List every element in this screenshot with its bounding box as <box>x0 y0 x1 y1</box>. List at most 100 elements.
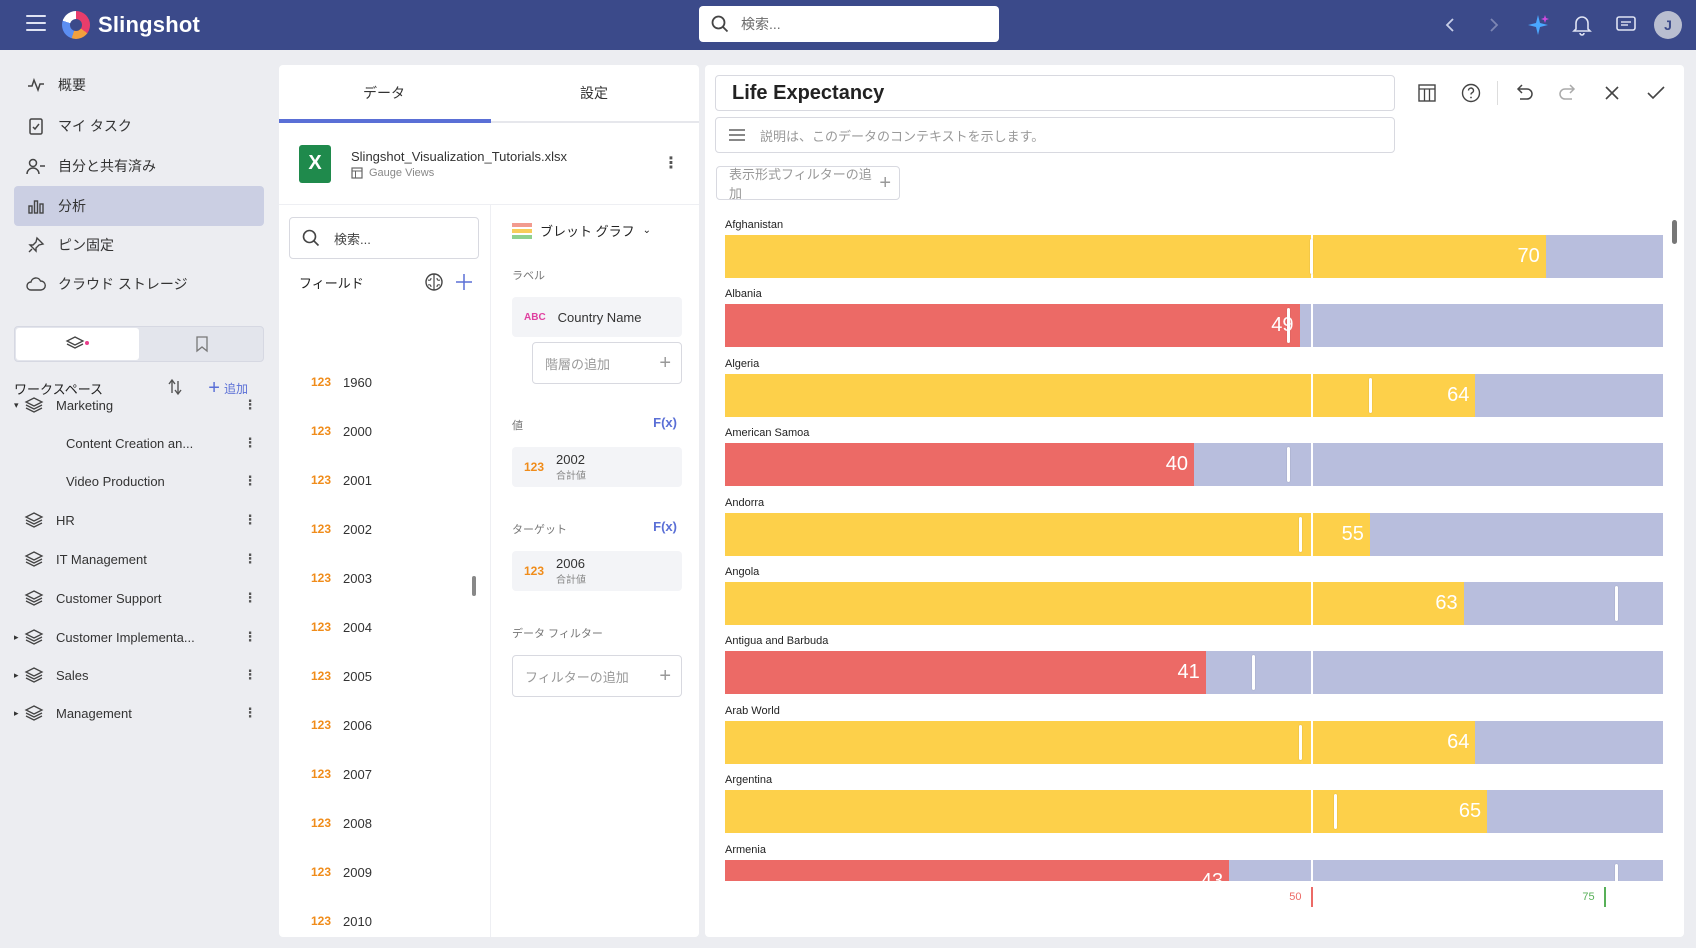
target-marker[interactable] <box>1286 447 1290 483</box>
notifications-bell-icon[interactable] <box>1560 0 1604 50</box>
more-options-icon[interactable]: ⋮ <box>243 397 257 412</box>
target-marker[interactable] <box>1298 724 1302 760</box>
nav-item-my-tasks[interactable]: マイ タスク <box>14 106 264 146</box>
hamburger-menu-icon[interactable] <box>26 15 46 33</box>
field-item[interactable]: 123 2006 <box>311 713 372 737</box>
datasource-row[interactable]: X Slingshot_Visualization_Tutorials.xlsx… <box>279 123 699 205</box>
field-item[interactable]: 123 2005 <box>311 664 372 688</box>
more-options-icon[interactable]: ⋮ <box>243 705 257 720</box>
chart-scrollbar[interactable] <box>1672 220 1677 244</box>
more-options-icon[interactable]: ⋮ <box>243 551 257 566</box>
description-input[interactable]: 説明は、このデータのコンテキストを示します。 <box>715 117 1395 153</box>
close-icon[interactable] <box>1590 75 1634 111</box>
more-options-icon[interactable]: ⋮ <box>243 629 257 644</box>
workspace-tree-item[interactable]: ▾ Marketing ⋮ <box>14 388 264 422</box>
table-view-icon[interactable] <box>1405 75 1449 111</box>
target-marker[interactable] <box>1615 586 1619 621</box>
nav-item-overview[interactable]: 概要 <box>14 65 264 105</box>
back-nav-icon[interactable] <box>1428 0 1472 50</box>
field-item[interactable]: 123 2003 <box>311 566 372 590</box>
viz-type-dropdown[interactable]: ブレット グラフ ⌄ <box>512 221 651 240</box>
target-marker[interactable] <box>1286 308 1290 344</box>
datasource-more-icon[interactable]: ⋮ <box>663 155 679 172</box>
field-item[interactable]: 123 2010 <box>311 909 372 933</box>
workspace-tree-item[interactable]: Content Creation an... ⋮ <box>14 426 264 460</box>
app-logo[interactable]: Slingshot <box>62 11 200 39</box>
workspace-tree-item[interactable]: HR ⋮ <box>14 503 264 537</box>
more-options-icon[interactable]: ⋮ <box>243 667 257 682</box>
global-search-input[interactable]: 検索... <box>699 6 999 42</box>
target-marker[interactable] <box>1333 794 1337 830</box>
user-avatar[interactable]: J <box>1654 11 1682 39</box>
value-bar[interactable] <box>725 443 1194 487</box>
field-item[interactable]: 123 2004 <box>311 615 372 639</box>
more-options-icon[interactable]: ⋮ <box>243 590 257 605</box>
nav-item-cloud-storage[interactable]: クラウド ストレージ <box>14 264 264 304</box>
confirm-check-icon[interactable] <box>1634 75 1678 111</box>
help-icon[interactable] <box>1449 75 1493 111</box>
redo-icon[interactable] <box>1546 75 1590 111</box>
target-field-chip[interactable]: 123 2006 合計値 <box>512 551 682 591</box>
add-field-plus-icon[interactable] <box>449 273 479 291</box>
sort-icon[interactable] <box>166 378 184 399</box>
field-item[interactable]: 123 2001 <box>311 468 372 492</box>
nav-item-analytics[interactable]: 分析 <box>14 186 264 226</box>
caret-right-icon[interactable]: ▸ <box>14 707 19 718</box>
caret-right-icon[interactable]: ▸ <box>14 631 19 642</box>
field-item[interactable]: 123 2008 <box>311 811 372 835</box>
value-field-chip[interactable]: 123 2002 合計値 <box>512 447 682 487</box>
nav-item-pinned[interactable]: ピン固定 <box>14 225 264 265</box>
undo-icon[interactable] <box>1502 75 1546 111</box>
visualization-title-input[interactable]: Life Expectancy <box>715 75 1395 111</box>
nav-item-shared-with-me[interactable]: 自分と共有済み <box>14 146 264 186</box>
field-item[interactable]: 123 2009 <box>311 860 372 884</box>
value-bar[interactable] <box>725 651 1206 695</box>
add-filter-button[interactable]: フィルターの追加 + <box>512 655 682 697</box>
value-bar[interactable] <box>725 859 1230 881</box>
tab-data[interactable]: データ <box>363 85 405 101</box>
value-bar[interactable] <box>725 790 1488 834</box>
brain-ai-icon[interactable] <box>419 272 449 292</box>
target-marker[interactable] <box>1298 516 1302 552</box>
label-field-chip[interactable]: ABC Country Name <box>512 297 682 337</box>
add-workspace-button[interactable]: + 追加 <box>208 377 248 400</box>
target-marker[interactable] <box>1251 655 1255 691</box>
workspace-tree-item[interactable]: IT Management ⋮ <box>14 542 264 576</box>
caret-right-icon[interactable]: ▸ <box>14 669 19 680</box>
tab-bookmarks[interactable] <box>140 327 263 361</box>
ai-sparkle-icon[interactable] <box>1516 0 1560 50</box>
workspace-tree-item[interactable]: ▸ Management ⋮ <box>14 696 264 730</box>
more-options-icon[interactable]: ⋮ <box>243 473 257 488</box>
plus-icon: + <box>659 351 671 374</box>
target-marker[interactable] <box>1368 377 1372 413</box>
value-bar[interactable] <box>725 373 1476 417</box>
field-item[interactable]: 123 2002 <box>311 517 372 541</box>
tab-settings[interactable]: 設定 <box>580 85 608 101</box>
value-fx-button[interactable]: F(x) <box>653 415 677 430</box>
value-bar[interactable] <box>725 720 1476 764</box>
workspace-tree-item[interactable]: Customer Support ⋮ <box>14 581 264 615</box>
field-search-input[interactable]: 検索... <box>289 217 479 259</box>
target-marker[interactable] <box>1310 239 1314 274</box>
value-bar[interactable] <box>725 512 1370 556</box>
field-item[interactable]: 123 2000 <box>311 419 372 443</box>
more-options-icon[interactable]: ⋮ <box>243 512 257 527</box>
field-item[interactable]: 123 1960 <box>311 370 372 394</box>
tab-workspaces[interactable] <box>16 328 139 360</box>
caret-down-icon[interactable]: ▾ <box>14 399 19 410</box>
field-item[interactable]: 123 2007 <box>311 762 372 786</box>
value-bar[interactable] <box>725 304 1300 348</box>
workspace-tree-item[interactable]: ▸ Customer Implementa... ⋮ <box>14 620 264 654</box>
value-bar[interactable] <box>725 582 1464 625</box>
workspace-tree-item[interactable]: ▸ Sales ⋮ <box>14 658 264 692</box>
more-options-icon[interactable]: ⋮ <box>243 435 257 450</box>
messages-icon[interactable] <box>1604 0 1648 50</box>
workspace-tree-item[interactable]: Video Production ⋮ <box>14 464 264 498</box>
forward-nav-icon[interactable] <box>1472 0 1516 50</box>
panel-resize-handle[interactable] <box>472 576 476 596</box>
add-view-filter-button[interactable]: 表示形式フィルターの追加 + <box>716 166 900 201</box>
value-bar[interactable] <box>725 235 1546 278</box>
add-hierarchy-button[interactable]: 階層の追加 + <box>532 342 682 384</box>
target-marker[interactable] <box>1615 863 1619 881</box>
target-fx-button[interactable]: F(x) <box>653 519 677 534</box>
